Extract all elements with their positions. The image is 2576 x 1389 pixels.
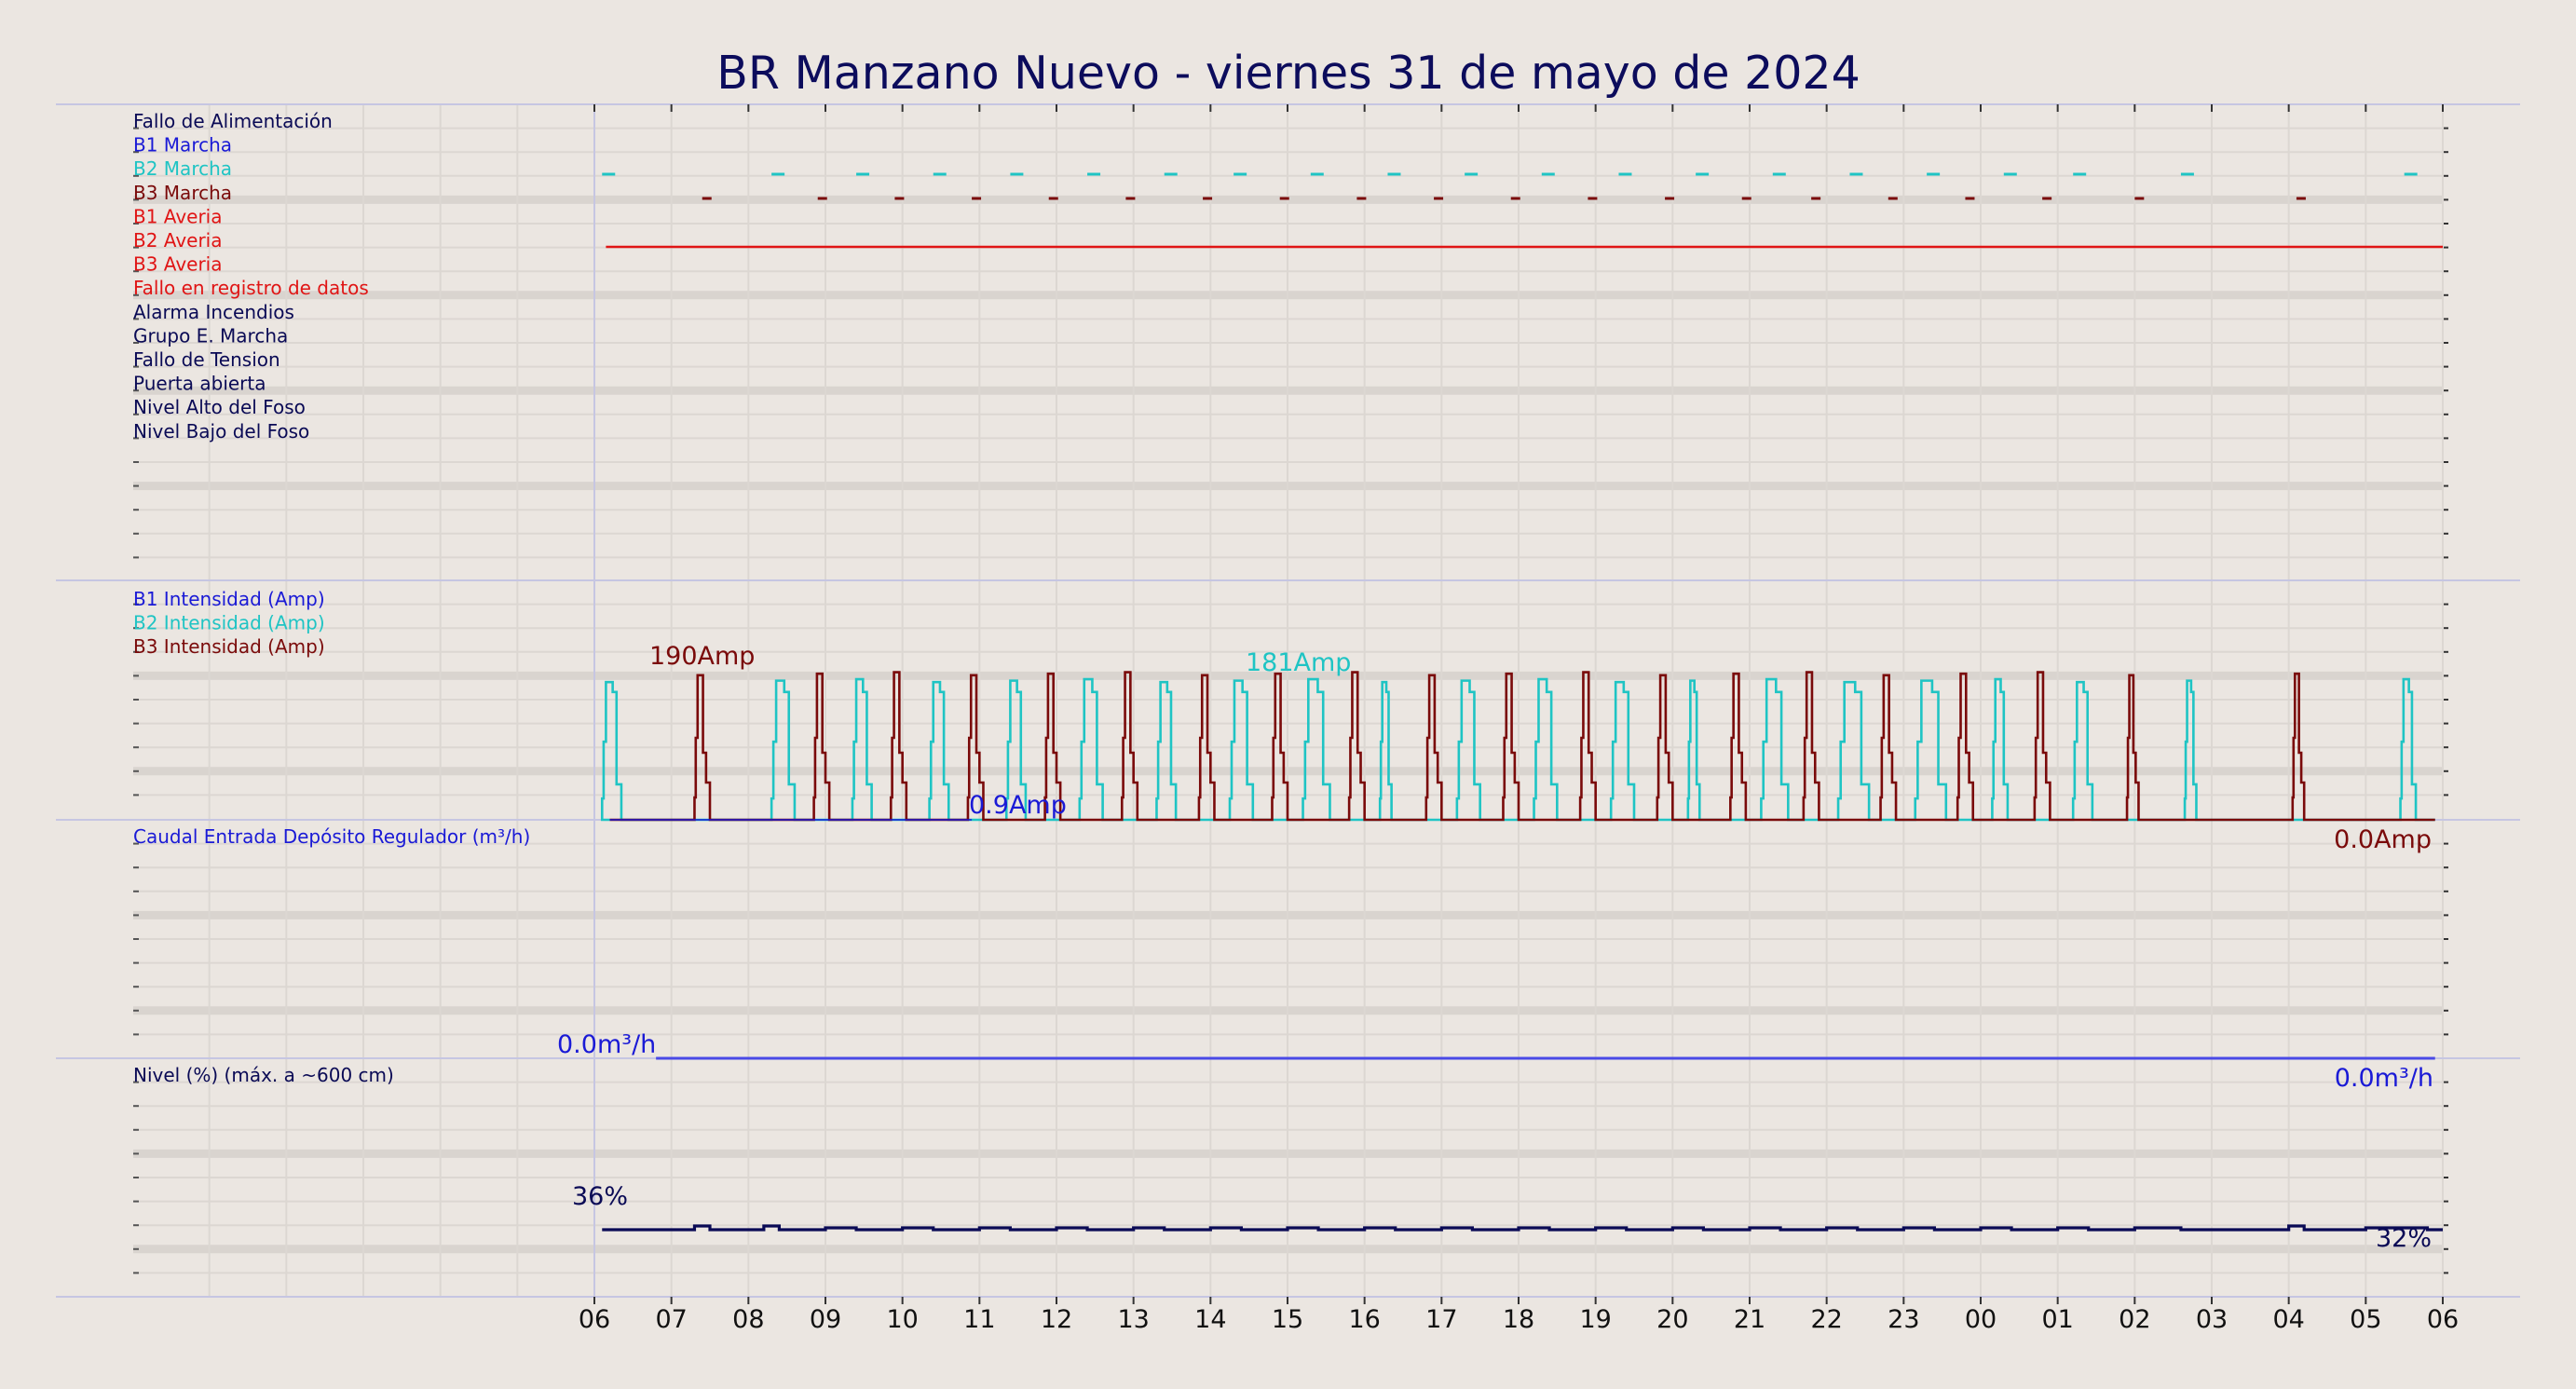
alarm-label: Grupo E. Marcha: [133, 324, 288, 347]
x-tick-label: 03: [2196, 1305, 2228, 1334]
alarm-label: Puerta abierta: [133, 373, 266, 395]
x-tick-label: 00: [1965, 1305, 1997, 1334]
x-tick-label: 10: [886, 1305, 918, 1334]
alarm-label: B2 Marcha: [133, 157, 232, 180]
current-label: B3 Intensidad (Amp): [133, 635, 325, 658]
x-tick-label: 09: [810, 1305, 841, 1334]
level-line: [602, 1224, 2443, 1232]
alarm-label: B1 Marcha: [133, 134, 232, 157]
x-tick-label: 06: [579, 1305, 610, 1334]
series: [600, 172, 2443, 1232]
x-tick-label: 20: [1656, 1305, 1688, 1334]
b2-max-annotation: 181Amp: [1246, 648, 1351, 677]
level-label: Nivel (%) (máx. a ~600 cm): [133, 1064, 394, 1086]
x-tick-label: 15: [1272, 1305, 1303, 1334]
b3-max-annotation: 190Amp: [649, 642, 755, 671]
x-tick-label: 18: [1503, 1305, 1534, 1334]
alarm-label: B3 Marcha: [133, 182, 232, 204]
x-tick-label: 21: [1734, 1305, 1765, 1334]
b3-end-annotation: 0.0Amp: [2334, 825, 2432, 854]
x-tick-label: 06: [2427, 1305, 2459, 1334]
flow-label: Caudal Entrada Depósito Regulador (m³/h): [133, 825, 530, 848]
x-tick-label: 16: [1348, 1305, 1380, 1334]
x-tick-label: 11: [963, 1305, 995, 1334]
current-label: B2 Intensidad (Amp): [133, 612, 325, 634]
x-tick-label: 19: [1579, 1305, 1611, 1334]
alarm-label: B2 Averia: [133, 229, 223, 252]
level-end-annotation: 32%: [2376, 1224, 2432, 1253]
x-tick-label: 04: [2272, 1305, 2304, 1334]
alarm-label: Fallo de Alimentación: [133, 110, 333, 132]
b1-start-annotation: 0.9Amp: [969, 791, 1067, 820]
level-start-annotation: 36%: [572, 1182, 628, 1211]
flow-start-annotation: 0.0m³/h: [557, 1030, 656, 1059]
flow-end-annotation: 0.0m³/h: [2335, 1064, 2433, 1093]
x-tick-label: 07: [655, 1305, 687, 1334]
x-tick-label: 08: [732, 1305, 764, 1334]
b2-current-line: [600, 677, 2435, 822]
chart-title: BR Manzano Nuevo - viernes 31 de mayo de…: [716, 47, 1860, 100]
x-tick-label: 14: [1194, 1305, 1226, 1334]
alarm-label: Nivel Bajo del Foso: [133, 420, 309, 443]
x-tick-label: 17: [1425, 1305, 1457, 1334]
x-tick-label: 23: [1888, 1305, 1919, 1334]
x-axis: 06 07 08 09 10 11 12 13 14 15 16 17 18 19 20 21 22 23 00 01…: [579, 104, 2459, 1334]
current-label: B1 Intensidad (Amp): [133, 588, 325, 610]
alarm-label: Fallo en registro de datos: [133, 277, 369, 299]
x-tick-label: 01: [2041, 1305, 2073, 1334]
alarm-label: Nivel Alto del Foso: [133, 396, 306, 418]
alarm-label: Fallo de Tension: [133, 348, 280, 371]
x-tick-label: 22: [1810, 1305, 1842, 1334]
x-tick-label: 02: [2119, 1305, 2150, 1334]
b3-current-line: [609, 671, 2435, 822]
grid-lines: [56, 103, 2520, 1298]
alarm-label: B1 Averia: [133, 205, 223, 227]
alarm-label: B3 Averia: [133, 253, 223, 276]
x-tick-label: 13: [1117, 1305, 1149, 1334]
alarm-label: Alarma Incendios: [133, 301, 294, 323]
x-tick-label: 12: [1041, 1305, 1072, 1334]
x-tick-label: 05: [2350, 1305, 2381, 1334]
